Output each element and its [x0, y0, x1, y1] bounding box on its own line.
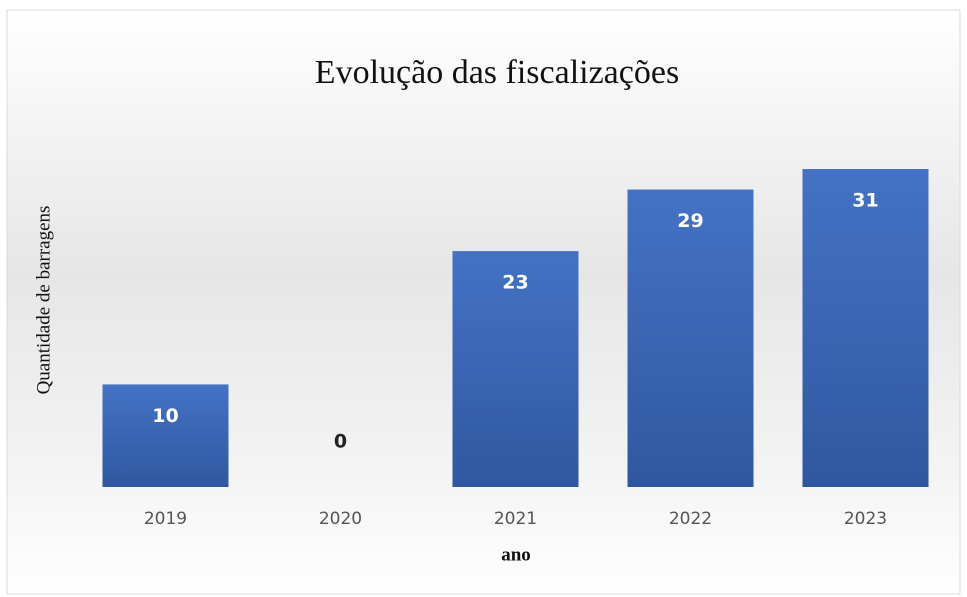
data-label: 0 [334, 431, 347, 453]
data-label: 31 [852, 190, 878, 212]
bar [452, 251, 579, 487]
x-tick-label: 2022 [669, 509, 712, 529]
bar [627, 189, 754, 488]
x-tick-label: 2019 [144, 509, 187, 529]
x-tick-label: 2023 [844, 509, 887, 529]
data-label: 10 [152, 405, 178, 427]
x-axis-label: ano [501, 544, 531, 565]
x-tick-label: 2020 [319, 509, 362, 529]
data-label: 23 [502, 272, 528, 294]
x-tick-label: 2021 [494, 509, 537, 529]
y-axis-label: Quantidade de barragens [33, 206, 54, 395]
bar [802, 169, 929, 487]
chart-title: Evolução das fiscalizações [315, 54, 679, 91]
bar [102, 384, 229, 487]
data-label: 29 [677, 210, 703, 232]
